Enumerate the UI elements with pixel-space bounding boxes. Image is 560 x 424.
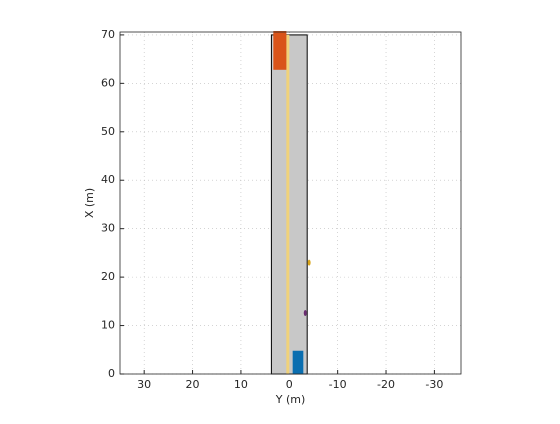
y-tick-label: 60	[101, 76, 115, 89]
x-tick-label: -10	[329, 378, 347, 391]
y-axis-label: X (m)	[83, 188, 96, 218]
x-tick-label: -30	[425, 378, 443, 391]
x-tick-label: 0	[286, 378, 293, 391]
axes-box	[119, 31, 462, 375]
x-tick-label: 30	[137, 378, 151, 391]
y-tick-label: 10	[101, 319, 115, 332]
x-tick-label: 10	[234, 378, 248, 391]
x-tick-label: -20	[377, 378, 395, 391]
vehicle	[292, 350, 304, 374]
object	[303, 309, 307, 316]
y-tick-label: 70	[101, 28, 115, 41]
x-axis-label: Y (m)	[275, 393, 306, 406]
y-tick-label: 30	[101, 222, 115, 235]
y-tick-label: 40	[101, 173, 115, 186]
x-tick-label: 20	[186, 378, 200, 391]
vehicle	[273, 31, 287, 70]
y-tick-label: 50	[101, 125, 115, 138]
y-tick-label: 0	[108, 367, 115, 380]
object	[307, 259, 311, 266]
y-tick-label: 20	[101, 270, 115, 283]
